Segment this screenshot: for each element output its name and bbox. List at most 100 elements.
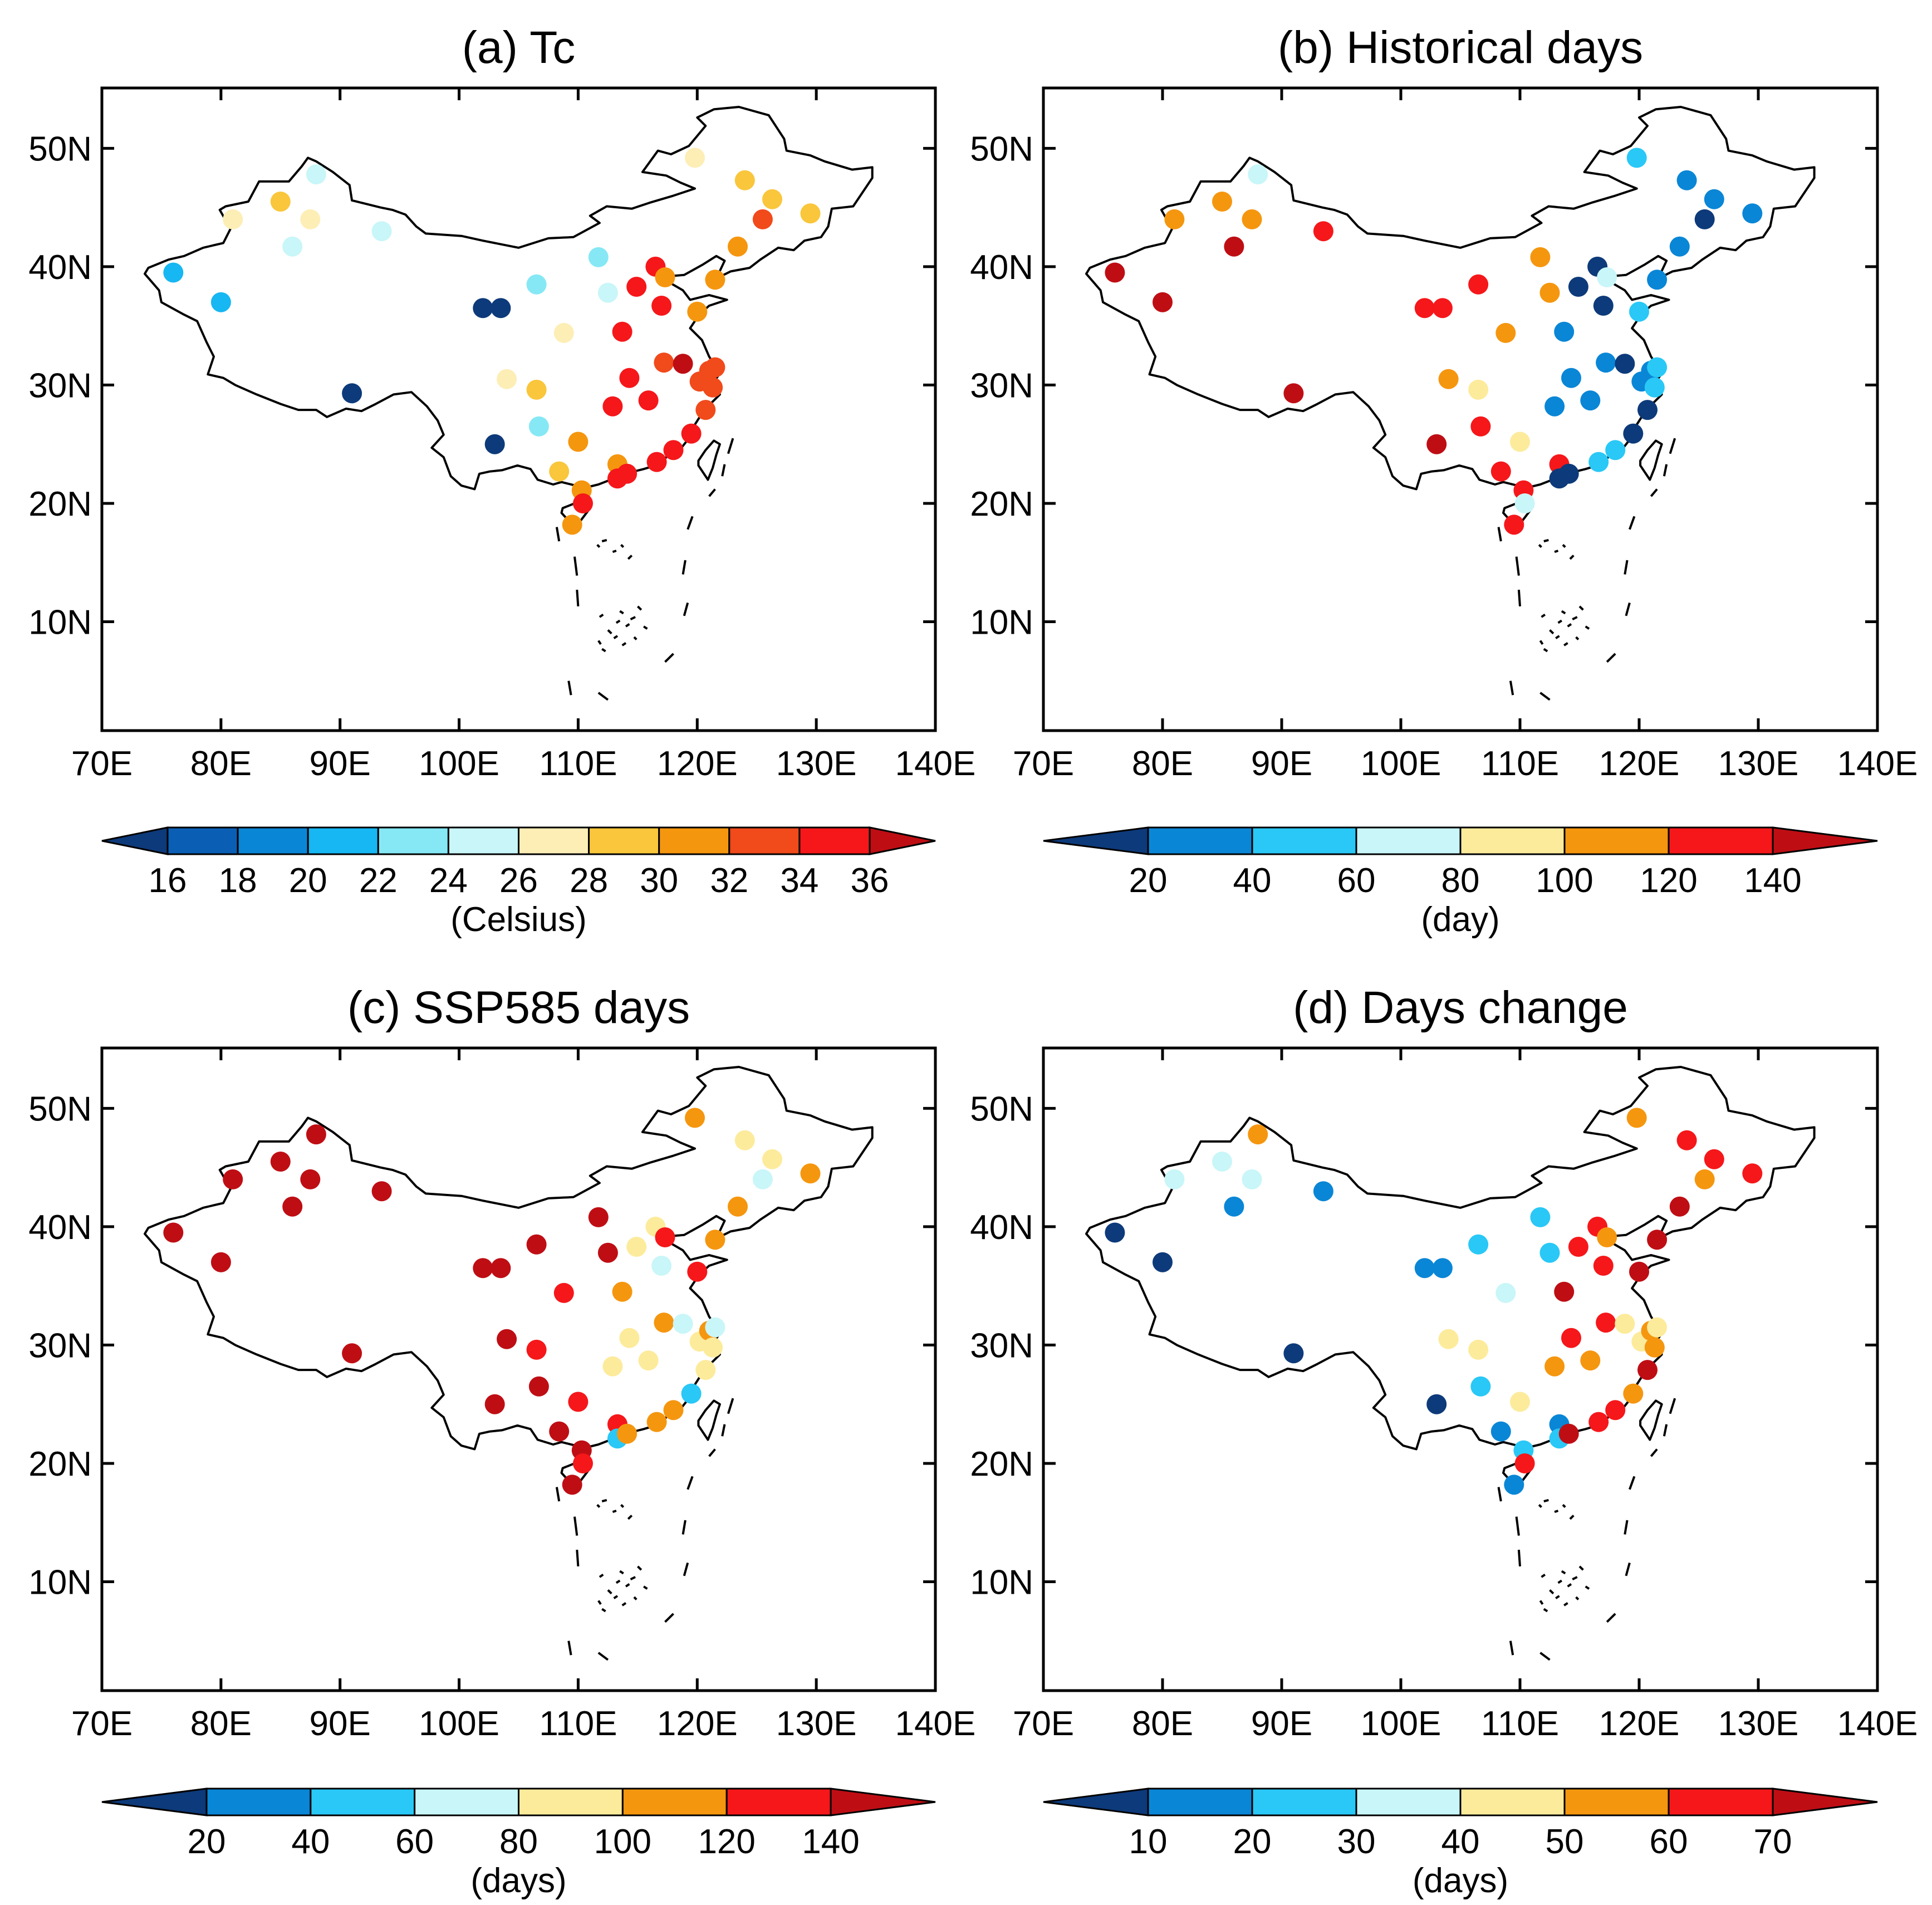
colorbar-label: 24 — [429, 861, 468, 900]
station-marker — [1490, 1421, 1511, 1442]
station-marker — [371, 221, 392, 242]
island-mark — [630, 616, 636, 620]
station-marker — [1510, 432, 1530, 452]
boundary-dash — [1625, 602, 1631, 616]
panel-title: (b) Historical days — [1278, 22, 1643, 73]
island-mark — [1569, 1515, 1575, 1520]
island-mark — [1543, 648, 1548, 653]
boundary-dash — [1663, 464, 1668, 477]
station-marker — [1313, 1181, 1333, 1202]
station-marker — [1468, 379, 1489, 400]
china-outline — [144, 1066, 874, 1458]
station-marker — [1558, 463, 1579, 484]
colorbar-label: 30 — [640, 861, 678, 900]
station-marker — [1530, 1207, 1551, 1227]
station-marker — [655, 1227, 675, 1247]
colorbar-label: 22 — [359, 861, 398, 900]
island-mark — [1567, 623, 1572, 628]
station-marker — [300, 209, 321, 229]
island-mark — [621, 642, 627, 647]
station-marker — [1647, 270, 1668, 290]
boundary-dash — [567, 1640, 572, 1656]
colorbar-label: 120 — [1640, 861, 1697, 900]
x-tick-label: 120E — [1599, 745, 1680, 783]
station-marker — [1438, 369, 1459, 389]
y-tick-label: 40N — [970, 248, 1033, 287]
boundary-dash — [664, 1613, 674, 1623]
colorbar-label: 40 — [291, 1823, 330, 1861]
colorbar-label: 60 — [1337, 861, 1376, 900]
boundary-dash — [567, 680, 572, 696]
island-mark — [620, 1504, 625, 1509]
station-marker — [1568, 1237, 1588, 1257]
island-mark — [627, 555, 633, 560]
colorbar-label: 80 — [499, 1823, 538, 1861]
x-tick-label: 130E — [1718, 1705, 1799, 1743]
station-marker — [705, 1317, 725, 1338]
x-tick-label: 90E — [1251, 745, 1312, 783]
island-mark — [601, 648, 606, 653]
station-marker — [1164, 209, 1185, 229]
x-tick-label: 80E — [190, 1705, 252, 1743]
station-marker — [1623, 1383, 1644, 1404]
station-marker — [526, 379, 547, 400]
y-tick-label: 20N — [970, 1445, 1033, 1483]
station-marker — [528, 416, 549, 437]
taiwan-outline — [697, 1399, 721, 1441]
station-marker — [1283, 1343, 1304, 1364]
station-marker — [752, 209, 773, 229]
colorbar-bin — [377, 826, 449, 855]
y-tick-label: 20N — [970, 485, 1033, 523]
station-marker — [1432, 1258, 1453, 1279]
station-marker — [602, 396, 623, 417]
y-tick-label: 10N — [28, 603, 92, 641]
taiwan-outline — [1639, 439, 1663, 481]
station-marker — [526, 1234, 547, 1255]
x-tick-label: 120E — [1599, 1705, 1680, 1743]
colorbar-label: 40 — [1441, 1823, 1480, 1861]
station-marker — [1212, 192, 1232, 212]
taiwan-outline — [697, 439, 721, 481]
x-tick-label: 140E — [895, 745, 976, 783]
island-mark — [612, 550, 617, 554]
x-tick-label: 110E — [1481, 745, 1559, 783]
boundary-dash — [576, 589, 580, 607]
island-mark — [1538, 543, 1542, 549]
station-marker — [1596, 1313, 1616, 1333]
colorbar: 20 40 60 80 100 120 140 (day) — [1043, 826, 1878, 939]
colorbar-label: 28 — [570, 861, 608, 900]
island-mark — [619, 610, 624, 615]
colorbar-label: 18 — [219, 861, 257, 900]
station-marker — [300, 1169, 321, 1189]
island-mark — [1538, 1504, 1542, 1509]
x-tick-label: 110E — [539, 745, 617, 783]
station-marker — [1644, 377, 1665, 398]
colorbar-max-triangle — [830, 1788, 936, 1816]
station-marker — [588, 247, 609, 267]
colorbar-label: 36 — [851, 861, 889, 900]
station-marker — [306, 1124, 326, 1145]
boundary-dash — [573, 556, 578, 576]
island-mark — [1549, 629, 1555, 635]
island-mark — [1557, 619, 1562, 624]
panel-title: (a) Tc — [462, 22, 576, 73]
station-marker — [1504, 1475, 1524, 1495]
station-marker — [1637, 1360, 1658, 1380]
island-mark — [1543, 538, 1549, 542]
boundary-dash — [1539, 1652, 1551, 1661]
island-mark — [597, 1600, 602, 1605]
station-marker — [687, 1261, 708, 1282]
colorbar-label: 70 — [1754, 1823, 1792, 1861]
island-mark — [607, 1589, 612, 1595]
island-mark — [1557, 1579, 1562, 1584]
x-tick-label: 130E — [776, 1705, 857, 1743]
y-tick-label: 20N — [28, 1445, 92, 1483]
station-marker — [1588, 452, 1609, 472]
station-marker — [1647, 357, 1668, 378]
island-mark — [1541, 614, 1546, 618]
island-mark — [633, 1596, 638, 1600]
station-marker — [1468, 1339, 1489, 1360]
island-mark — [1572, 1576, 1578, 1580]
x-tick-label: 80E — [1132, 1705, 1193, 1743]
island-mark — [1567, 1583, 1572, 1588]
